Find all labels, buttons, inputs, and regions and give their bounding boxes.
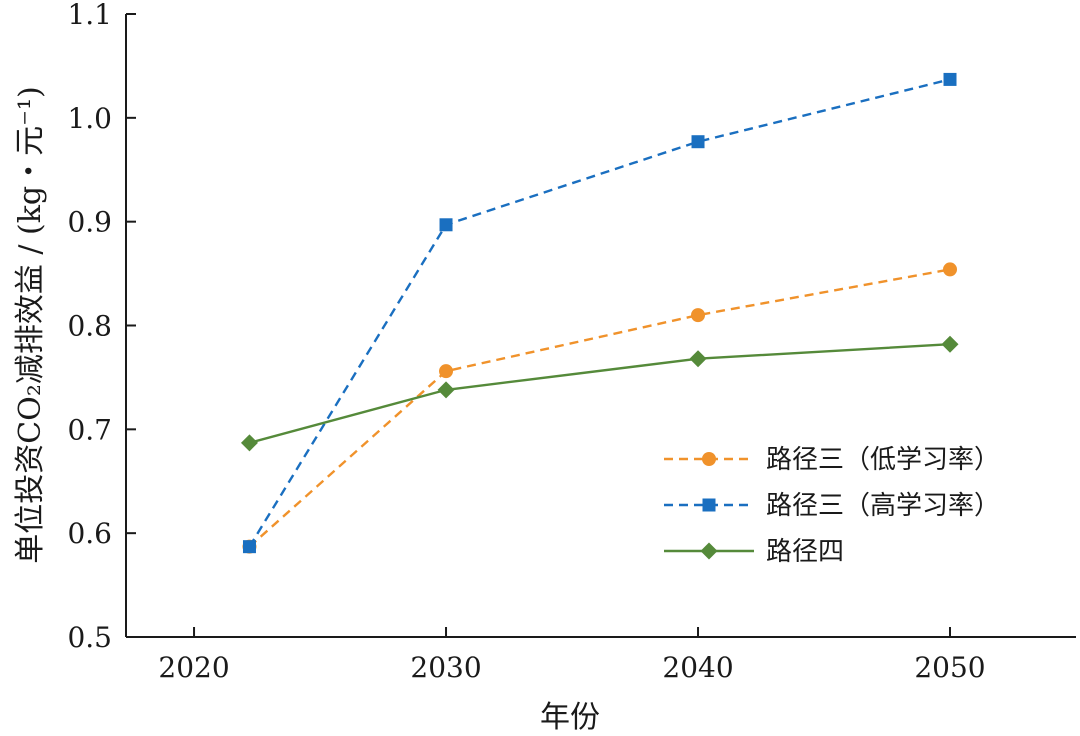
legend-label: 路径三（低学习率） [766,445,1000,475]
y-tick-label: 0.6 [67,517,112,550]
x-tick-label: 2040 [662,651,733,684]
data-point [689,350,707,368]
y-tick-label: 1.0 [67,102,112,135]
legend-entry: 路径四 [664,537,844,567]
legend-marker [702,498,716,512]
y-ticks: 0.5 0.6 0.7 0.8 0.9 1.0 1.1 [67,0,136,654]
y-tick-label: 0.7 [67,413,112,446]
data-point [691,135,705,149]
y-tick-label: 0.5 [67,621,112,654]
data-point [941,335,959,353]
data-point [439,364,454,379]
series-layer [240,72,959,554]
data-point [439,218,453,232]
x-ticks: 2020 2030 2040 2050 [158,627,986,684]
x-tick-label: 2020 [158,651,229,684]
axes [125,14,1076,638]
data-point [943,262,958,277]
legend-entry: 路径三（低学习率） [664,445,1000,475]
data-point [943,72,957,86]
series-square [242,72,957,554]
data-point [242,540,256,554]
legend-label: 路径四 [766,537,844,567]
data-point [691,308,706,323]
legend: 路径三（低学习率） 路径三（高学习率） 路径四 [664,445,1000,567]
series-line [249,342,951,444]
data-point [437,381,455,399]
legend-marker [702,452,716,466]
legend-marker [700,542,718,560]
y-tick-label: 0.9 [67,206,112,239]
x-axis-title: 年份 [540,700,600,735]
legend-label: 路径三（高学习率） [766,491,1000,521]
series-diamond [240,335,959,452]
y-tick-label: 0.8 [67,310,112,343]
y-axis-title: 单位投资CO₂减排效益 / (kg・元⁻¹) [13,86,48,563]
series-line [248,78,951,548]
legend-entry: 路径三（高学习率） [664,491,1000,521]
series-line [248,268,951,548]
x-tick-label: 2030 [410,651,481,684]
x-tick-label: 2050 [914,651,985,684]
y-tick-label: 1.1 [67,0,112,31]
data-point [240,434,258,452]
